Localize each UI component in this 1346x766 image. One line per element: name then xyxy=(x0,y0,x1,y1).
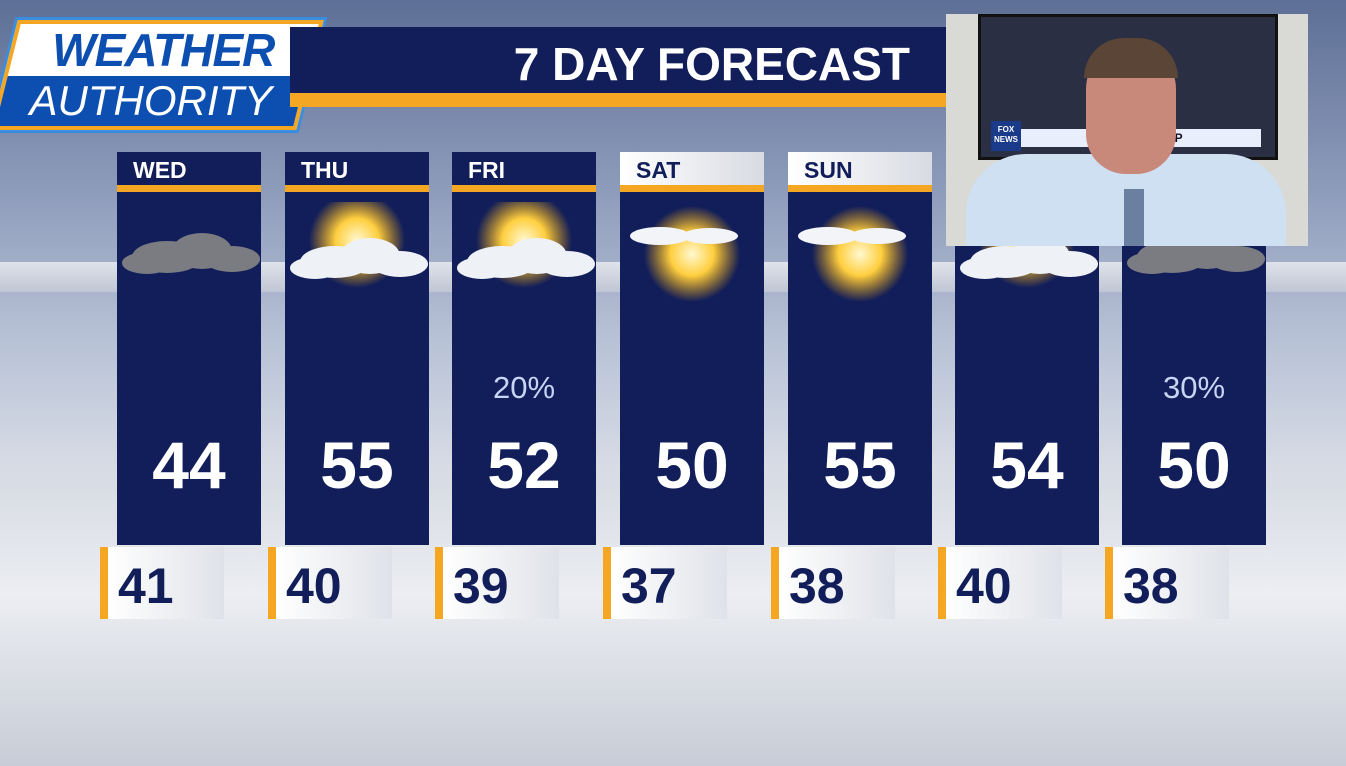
high-temp: 54 xyxy=(990,428,1064,502)
day-label: SUN xyxy=(788,152,932,185)
day-label: THU xyxy=(301,157,349,183)
title-accent-bar xyxy=(290,93,950,107)
forecast-day-column: 30% 50 xyxy=(1122,152,1266,545)
low-temp: 38 xyxy=(771,547,895,619)
high-temp: 44 xyxy=(152,428,226,502)
tv-network-logo: FOX NEWS xyxy=(991,121,1021,151)
day-accent-bar xyxy=(117,185,261,192)
precip-chance: 20% xyxy=(492,370,556,405)
precip-chance: 30% xyxy=(1162,370,1226,405)
day-accent-bar xyxy=(285,185,429,192)
forecast-day-column: SAT 50 xyxy=(620,152,764,545)
logo-line2: AUTHORITY xyxy=(29,77,272,124)
forecast-day-column: FRI 20% 52 xyxy=(452,152,596,545)
mostly-sunny-icon xyxy=(798,206,908,302)
forecast-day-column: THU 55 xyxy=(285,152,429,545)
partly-sunny-icon xyxy=(290,202,428,288)
mostly-sunny-icon xyxy=(630,206,740,302)
day-accent-bar xyxy=(788,185,932,192)
logo-line1: WEATHER xyxy=(52,24,275,76)
cloudy-icon xyxy=(122,233,260,274)
day-accent-bar xyxy=(620,185,764,192)
presenter-tie xyxy=(1124,189,1144,246)
day-accent-bar xyxy=(452,185,596,192)
low-temp: 41 xyxy=(100,547,224,619)
high-temp: 55 xyxy=(320,428,394,502)
low-temp: 40 xyxy=(268,547,392,619)
high-temp: 52 xyxy=(487,428,561,502)
forecast-day-column: WED 44 xyxy=(117,152,261,545)
low-temp: 37 xyxy=(603,547,727,619)
forecast-day-column: SUN 55 xyxy=(788,152,932,545)
day-label: WED xyxy=(133,157,187,183)
weather-authority-logo: WEATHER AUTHORITY xyxy=(0,20,324,130)
low-temp: 40 xyxy=(938,547,1062,619)
high-temp: 50 xyxy=(655,428,729,502)
page-title: 7 DAY FORECAST xyxy=(513,38,910,90)
day-label: SAT xyxy=(620,152,764,185)
day-label: FRI xyxy=(468,157,506,183)
low-temp: 38 xyxy=(1105,547,1229,619)
presenter-webcam: FOX NEWS THE ... TRUMP xyxy=(946,14,1308,246)
partly-sunny-icon xyxy=(457,202,595,288)
low-temp: 39 xyxy=(435,547,559,619)
high-temp: 55 xyxy=(823,428,897,502)
title-bar: 7 DAY FORECAST xyxy=(290,27,950,93)
high-temp: 50 xyxy=(1157,428,1231,502)
